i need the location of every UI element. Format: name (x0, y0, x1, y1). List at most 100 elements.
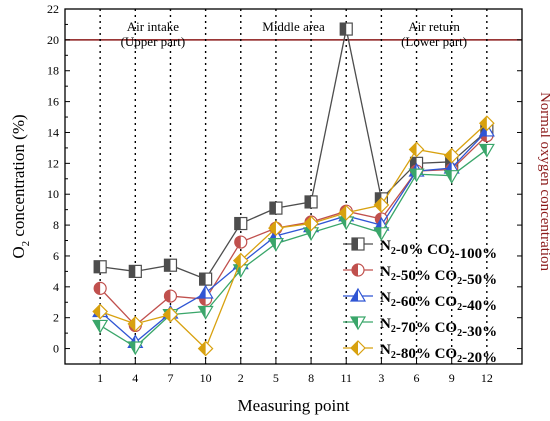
series-triangle-down (92, 143, 495, 356)
data-point (197, 284, 214, 299)
x-tick-label: 2 (238, 371, 244, 385)
marker-half (409, 142, 417, 157)
data-point (234, 216, 248, 231)
y-tick-label: 12 (47, 156, 59, 170)
x-tick-label: 7 (167, 371, 173, 385)
y-tick-label: 10 (47, 187, 59, 201)
region-label-line1: Middle area (262, 19, 325, 34)
marker-half (268, 221, 276, 236)
marker-half (340, 23, 347, 36)
marker-half (351, 289, 358, 301)
region-label-line1: Air return (408, 19, 460, 34)
region-label-3: Air return(Lower part) (401, 19, 467, 49)
marker-half (234, 236, 241, 249)
marker-half (128, 316, 136, 331)
region-label-1: Air intake(Upper part) (121, 19, 186, 49)
data-point (408, 168, 425, 183)
marker-half (339, 217, 347, 229)
legend-label: N2-0% CO2-100% (380, 238, 497, 262)
marker-half (269, 202, 276, 215)
marker-half (374, 218, 382, 231)
marker-half (129, 265, 136, 278)
series-triangle-up (92, 122, 495, 348)
data-point (92, 319, 109, 334)
data-point (197, 305, 214, 320)
data-point (163, 289, 178, 303)
marker-half (199, 273, 206, 286)
data-point (443, 159, 460, 174)
marker-half (351, 341, 358, 355)
x-tick-label: 1 (97, 371, 103, 385)
y-tick-label: 6 (53, 249, 59, 263)
data-point (269, 201, 283, 215)
legend: N2-0% CO2-100%N2-50% CO2-50%N2-60% CO2-4… (343, 237, 497, 366)
legend-item: N2-50% CO2-50% (343, 263, 497, 288)
marker-half (198, 341, 206, 356)
data-point (199, 272, 213, 286)
marker-half (351, 317, 358, 329)
y-tick-label: 16 (47, 95, 59, 109)
data-point (92, 303, 109, 320)
y-axis-label: O2 concentration (%) (9, 114, 32, 258)
marker-half (93, 320, 101, 333)
data-point (373, 197, 390, 213)
y-tick-label: 4 (53, 280, 59, 294)
data-point (408, 141, 425, 158)
legend-label: N2-50% CO2-50% (380, 264, 497, 288)
data-point (127, 316, 144, 332)
marker-half (304, 227, 312, 240)
data-point (443, 147, 460, 164)
x-tick-label: 4 (132, 371, 138, 385)
marker-half (444, 148, 452, 163)
marker-half (375, 192, 382, 205)
marker-half (352, 264, 358, 276)
marker-half (233, 253, 241, 268)
data-point (267, 238, 284, 252)
marker-half (94, 260, 101, 273)
y-tick-label: 2 (53, 311, 59, 325)
y-tick-label: 18 (47, 64, 59, 78)
legend-label: N2-60% CO2-40% (380, 290, 497, 314)
marker-half (304, 216, 312, 231)
marker-half (164, 290, 171, 303)
legend-item: N2-80% CO2-20% (343, 340, 497, 366)
x-tick-label: 9 (449, 371, 455, 385)
data-point (304, 195, 318, 209)
data-point (93, 260, 107, 274)
marker-half (128, 342, 136, 355)
legend-label: N2-80% CO2-20% (380, 342, 497, 366)
data-point (268, 220, 284, 237)
data-point (443, 170, 460, 184)
x-tick-label: 11 (340, 371, 352, 385)
y-tick-label: 22 (47, 2, 59, 16)
x-tick-label: 6 (414, 371, 420, 385)
data-point (197, 340, 214, 357)
x-tick-label: 8 (308, 371, 314, 385)
marker-half (305, 195, 312, 208)
legend-item: N2-70% CO2-30% (343, 316, 497, 340)
data-point (339, 22, 353, 36)
marker-half (352, 238, 358, 250)
region-label-2: Middle area (262, 19, 325, 34)
data-point (478, 115, 495, 132)
x-tick-label: 10 (200, 371, 212, 385)
legend-item: N2-60% CO2-40% (343, 287, 497, 314)
marker-half (234, 217, 241, 230)
y-tick-label: 20 (47, 33, 59, 47)
marker-half (374, 198, 382, 213)
plot-frame (64, 8, 523, 365)
x-tick-label: 5 (273, 371, 279, 385)
data-point (162, 306, 179, 323)
marker-half (374, 227, 382, 240)
data-point (127, 341, 144, 356)
marker-half (164, 259, 171, 272)
reference-line-label: Normal oxygen concentration (537, 92, 550, 272)
data-point (478, 143, 495, 158)
y-tick-label: 0 (53, 342, 59, 356)
x-axis-label: Measuring point (238, 396, 350, 415)
marker-half (94, 282, 101, 295)
data-point (128, 264, 142, 278)
data-point (232, 252, 249, 269)
data-point (303, 227, 320, 241)
